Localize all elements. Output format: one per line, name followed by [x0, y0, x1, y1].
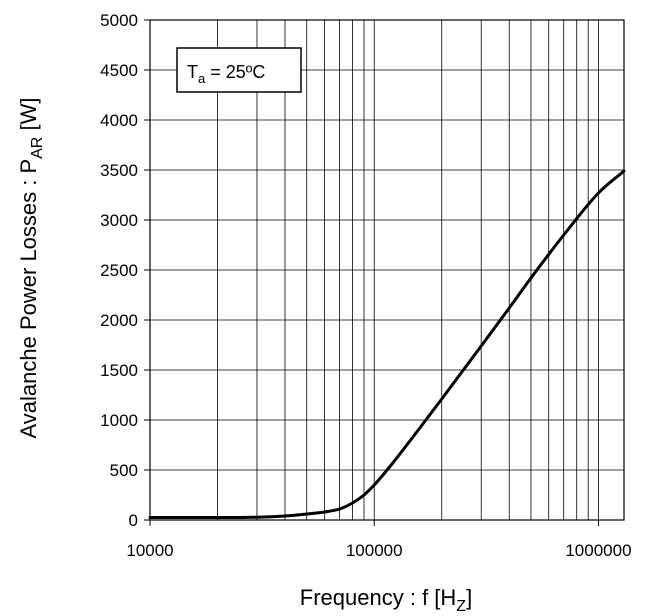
y-tick-labels: 0 500 1000 1500 2000 2500 3000 3500 4000 4500 5000: [100, 11, 150, 530]
y-tick-label: 0: [129, 511, 138, 530]
y-tick-label: 4500: [100, 61, 138, 80]
x-tick-label: 100000: [346, 541, 403, 560]
y-tick-label: 500: [110, 461, 138, 480]
x-tick-label: 10000: [126, 541, 173, 560]
y-tick-label: 2000: [100, 311, 138, 330]
y-axis-title: Avalanche Power Losses : PAR [W]: [16, 98, 46, 439]
y-tick-label: 1000: [100, 411, 138, 430]
annotation-frame: [176, 47, 302, 93]
annotation-box: Ta = 25ºC: [176, 47, 302, 93]
y-tick-label: 2500: [100, 261, 138, 280]
annotation-text: Ta = 25ºC: [187, 62, 265, 86]
x-axis-title: Frequency : f [HZ]: [300, 585, 472, 615]
x-tick-labels: 10000 100000 1000000: [126, 520, 632, 560]
horizontal-gridlines: [150, 69, 624, 471]
y-tick-label: 5000: [100, 11, 138, 30]
x-tick-label: 1000000: [565, 541, 631, 560]
y-tick-label: 4000: [100, 111, 138, 130]
y-tick-label: 1500: [100, 361, 138, 380]
y-tick-label: 3000: [100, 211, 138, 230]
y-tick-label: 3500: [100, 161, 138, 180]
series-line: [148, 169, 626, 519]
